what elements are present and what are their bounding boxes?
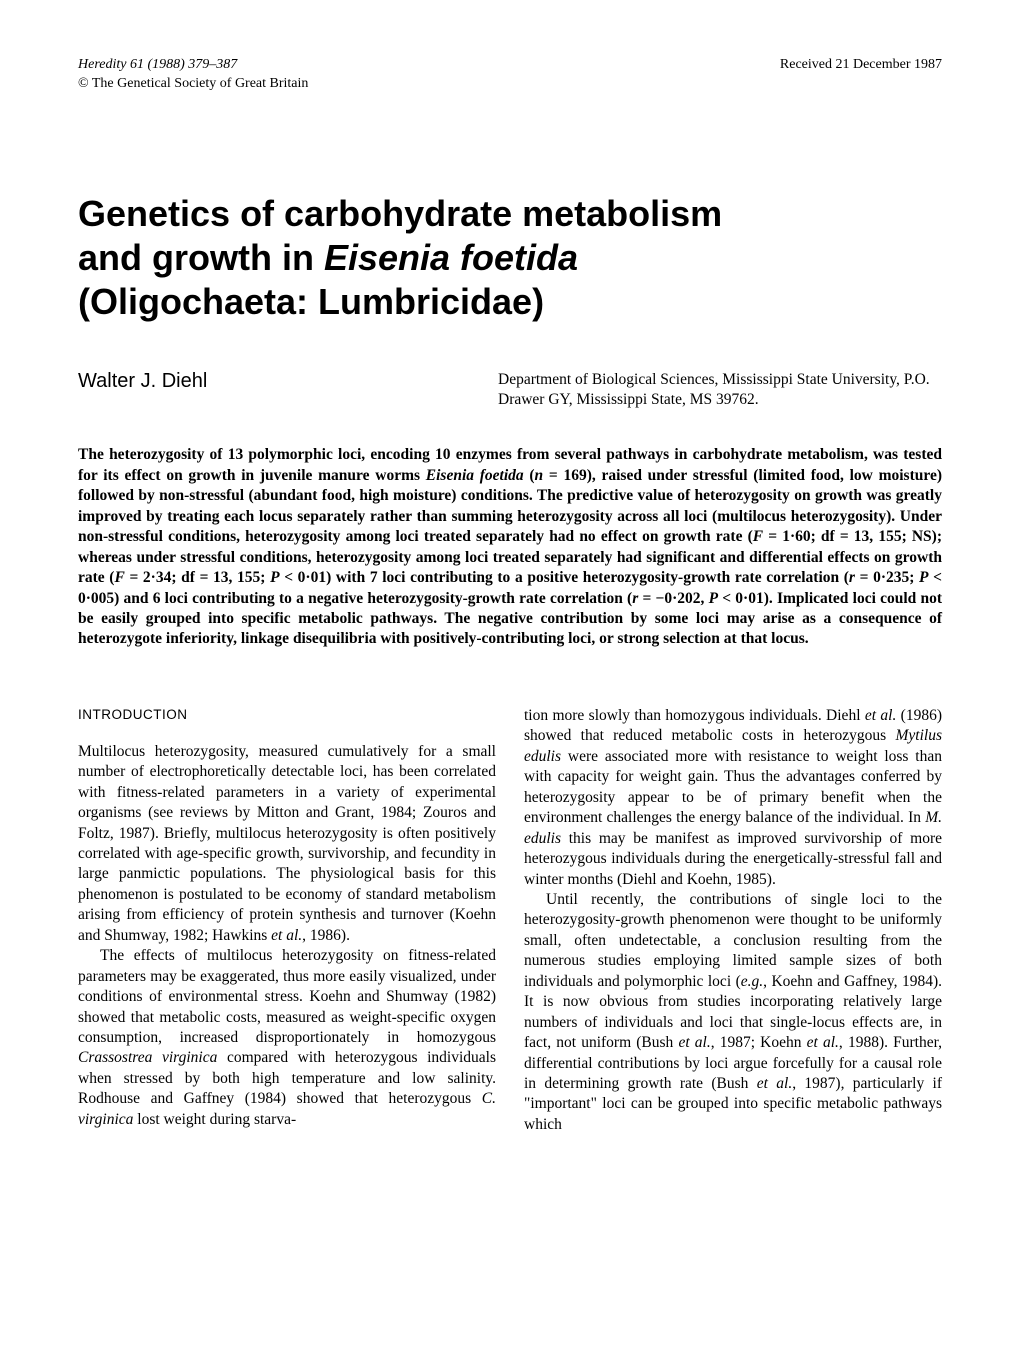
body-paragraph: Until recently, the contributions of sin…: [524, 890, 942, 1135]
body-paragraph: tion more slowly than homozygous individ…: [524, 706, 942, 890]
citation-etal: et al.: [757, 1075, 792, 1092]
abstract-stat-f: F: [114, 569, 124, 586]
title-line-3: (Oligochaeta: Lumbricidae): [78, 281, 544, 322]
body-text: , 1987; Koehn: [711, 1034, 807, 1051]
abstract-stat-p: P: [919, 569, 928, 586]
column-right: tion more slowly than homozygous individ…: [524, 706, 942, 1136]
body-paragraph: The effects of multilocus heterozygosity…: [78, 946, 496, 1130]
body-text: The effects of multilocus heterozygosity…: [78, 947, 496, 1046]
body-paragraph: Multilocus heterozygosity, measured cumu…: [78, 742, 496, 947]
section-heading-introduction: INTRODUCTION: [78, 706, 496, 724]
citation-etal: et al.: [271, 927, 302, 944]
title-line-1: Genetics of carbohydrate metabolism: [78, 193, 722, 234]
citation-etal: et al.: [807, 1034, 839, 1051]
received-date: Received 21 December 1987: [780, 56, 942, 94]
abstract-text: = 0·235;: [855, 569, 919, 586]
abstract-text: < 0·01) with 7 loci contributing to a po…: [280, 569, 849, 586]
copyright-line: © The Genetical Society of Great Britain: [78, 75, 308, 94]
author-name: Walter J. Diehl: [78, 370, 498, 412]
body-columns: INTRODUCTION Multilocus heterozygosity, …: [78, 706, 942, 1136]
title-line-2a: and growth in: [78, 237, 324, 278]
body-text: were associated more with resistance to …: [524, 748, 942, 826]
running-header: Heredity 61 (1988) 379–387 © The Genetic…: [78, 56, 942, 94]
body-text: tion more slowly than homozygous individ…: [524, 707, 865, 724]
abstract: The heterozygosity of 13 polymorphic loc…: [78, 445, 942, 650]
column-left: INTRODUCTION Multilocus heterozygosity, …: [78, 706, 496, 1136]
abstract-stat-n: n: [535, 467, 544, 484]
abstract-species: Eisenia foetida: [426, 467, 524, 484]
species-name: Crassostrea virginica: [78, 1049, 217, 1066]
body-text: , 1986).: [302, 927, 350, 944]
body-text: this may be manifest as improved survivo…: [524, 830, 942, 888]
citation-etal: et al.: [678, 1034, 710, 1051]
body-text: Multilocus heterozygosity, measured cumu…: [78, 743, 496, 944]
abstract-text: = 2·34; df = 13, 155;: [125, 569, 270, 586]
author-affiliation-row: Walter J. Diehl Department of Biological…: [78, 370, 942, 412]
citation-eg: e.g.: [741, 973, 763, 990]
abstract-text: = −0·202,: [638, 590, 708, 607]
title-species: Eisenia foetida: [324, 237, 578, 278]
article-title: Genetics of carbohydrate metabolism and …: [78, 192, 942, 324]
author-affiliation: Department of Biological Sciences, Missi…: [498, 370, 942, 412]
citation-etal: et al.: [865, 707, 896, 724]
abstract-text: (: [524, 467, 535, 484]
journal-citation: Heredity 61 (1988) 379–387: [78, 56, 308, 75]
abstract-stat-p: P: [709, 590, 718, 607]
abstract-stat-f: F: [753, 528, 763, 545]
abstract-stat-p: P: [270, 569, 279, 586]
header-left: Heredity 61 (1988) 379–387 © The Genetic…: [78, 56, 308, 94]
body-text: lost weight during starva-: [133, 1111, 296, 1128]
